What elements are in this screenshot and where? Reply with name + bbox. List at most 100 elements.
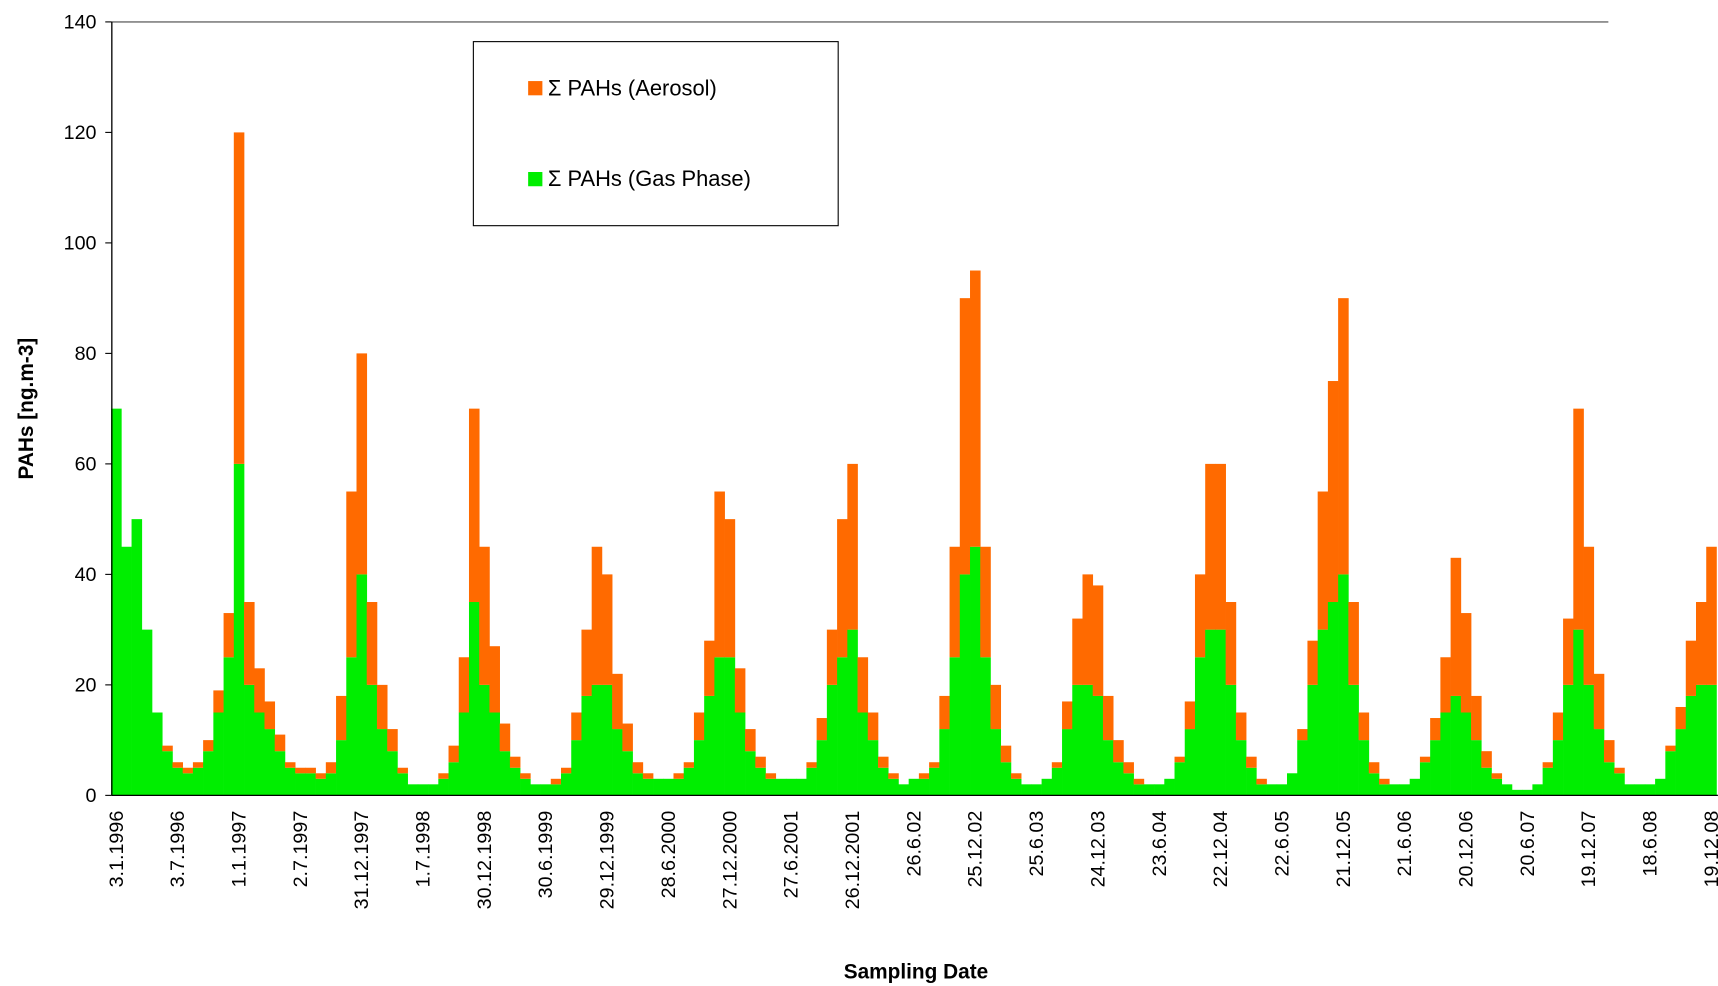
bar-segment	[1419, 756, 1431, 763]
bar-segment	[1368, 773, 1380, 796]
legend-label: Σ PAHs (Gas Phase)	[548, 166, 751, 191]
bar-segment	[1102, 740, 1114, 796]
bar-segment	[816, 718, 828, 741]
bar-segment	[346, 657, 357, 796]
bar-segment	[1481, 751, 1492, 768]
bar-segment	[233, 132, 245, 464]
bar-segment	[417, 784, 429, 796]
bar-segment	[990, 729, 1002, 796]
bar-segment	[1675, 729, 1687, 796]
bar-segment	[407, 784, 419, 796]
bar-segment	[877, 767, 889, 796]
bar-segment	[1379, 778, 1390, 785]
bar-segment	[601, 684, 613, 796]
bar-segment	[1593, 729, 1605, 796]
bar-segment	[325, 762, 337, 774]
bar-segment	[356, 353, 368, 575]
bar-segment	[1460, 613, 1472, 713]
bar-segment	[1501, 784, 1513, 796]
bar-segment	[387, 729, 398, 752]
bar-segment	[254, 668, 265, 713]
bar-segment	[111, 408, 122, 796]
bar-segment	[571, 740, 582, 796]
bars	[111, 132, 1717, 796]
x-tick-label: 29.12.1999	[597, 811, 619, 910]
x-tick-label: 27.6.2001	[781, 811, 803, 899]
bar-segment	[520, 778, 531, 796]
bar-segment	[796, 778, 807, 796]
bar-segment	[172, 762, 184, 768]
bar-segment	[458, 712, 470, 796]
bar-segment	[448, 745, 460, 763]
bar-segment	[530, 784, 541, 796]
bar-segment	[1675, 706, 1687, 730]
bar-segment	[714, 491, 725, 658]
bar-segment	[1368, 762, 1380, 774]
bar-segment	[1031, 784, 1042, 796]
bar-segment	[929, 767, 940, 796]
bar-segment	[1307, 640, 1319, 685]
bar-segment	[1542, 762, 1554, 768]
bar-segment	[305, 767, 316, 774]
bar-segment	[274, 734, 286, 752]
x-axis-title: Sampling Date	[844, 960, 988, 983]
x-tick-label: 31.12.1997	[351, 811, 373, 910]
bar-segment	[1665, 745, 1676, 752]
x-tick-label: 2.7.1997	[290, 811, 312, 888]
bar-segment	[653, 778, 664, 796]
bar-segment	[837, 657, 848, 796]
bar-segment	[1358, 740, 1370, 796]
bar-segment	[131, 519, 143, 796]
x-tick-label: 25.6.03	[1026, 811, 1048, 877]
bar-segment	[1113, 762, 1124, 796]
bar-segment	[601, 574, 613, 685]
bar-segment	[499, 723, 511, 752]
x-tick-label: 30.12.1998	[474, 811, 496, 910]
bar-segment	[428, 784, 439, 796]
bar-segment	[295, 773, 306, 796]
bar-segment	[918, 778, 930, 796]
bar-segment	[315, 773, 327, 779]
bar-segment	[806, 767, 817, 796]
bar-segment	[642, 773, 654, 779]
bar-segment	[284, 762, 296, 768]
bar-segment	[1266, 784, 1278, 796]
bar-segment	[765, 778, 777, 796]
x-tick-label: 19.12.08	[1701, 811, 1718, 888]
bar-segment	[622, 723, 633, 752]
bar-segment	[540, 784, 552, 796]
bar-segment	[1603, 762, 1615, 796]
bar-segment	[336, 740, 347, 796]
bar-segment	[1317, 629, 1329, 796]
bar-segment	[1614, 773, 1625, 796]
bar-segment	[1491, 773, 1503, 779]
bar-segment	[1573, 629, 1584, 796]
x-tick-label: 23.6.04	[1149, 811, 1171, 877]
bar-segment	[1440, 657, 1451, 713]
bar-segment	[826, 629, 838, 685]
bar-segment	[1542, 767, 1554, 796]
bar-segment	[1338, 298, 1349, 575]
bar-segment	[1174, 762, 1186, 796]
bar-segment	[223, 613, 235, 658]
bar-segment	[509, 756, 521, 768]
bar-segment	[489, 646, 500, 713]
bar-segment	[581, 695, 593, 796]
y-tick-label: 0	[86, 785, 97, 807]
bar-segment	[816, 740, 828, 796]
bar-segment	[1062, 729, 1073, 796]
bar-segment	[1143, 784, 1155, 796]
bar-segment	[1573, 408, 1584, 630]
bar-segment	[642, 778, 654, 796]
bar-segment	[1051, 767, 1063, 796]
bar-segment	[346, 491, 357, 658]
bar-segment	[1644, 784, 1656, 796]
bar-segment	[284, 767, 296, 796]
bar-segment	[857, 657, 869, 713]
bar-segment	[683, 767, 695, 796]
bar-segment	[622, 751, 633, 796]
bar-segment	[152, 712, 163, 796]
bar-segment	[1215, 629, 1226, 796]
bar-segment	[1174, 756, 1186, 763]
